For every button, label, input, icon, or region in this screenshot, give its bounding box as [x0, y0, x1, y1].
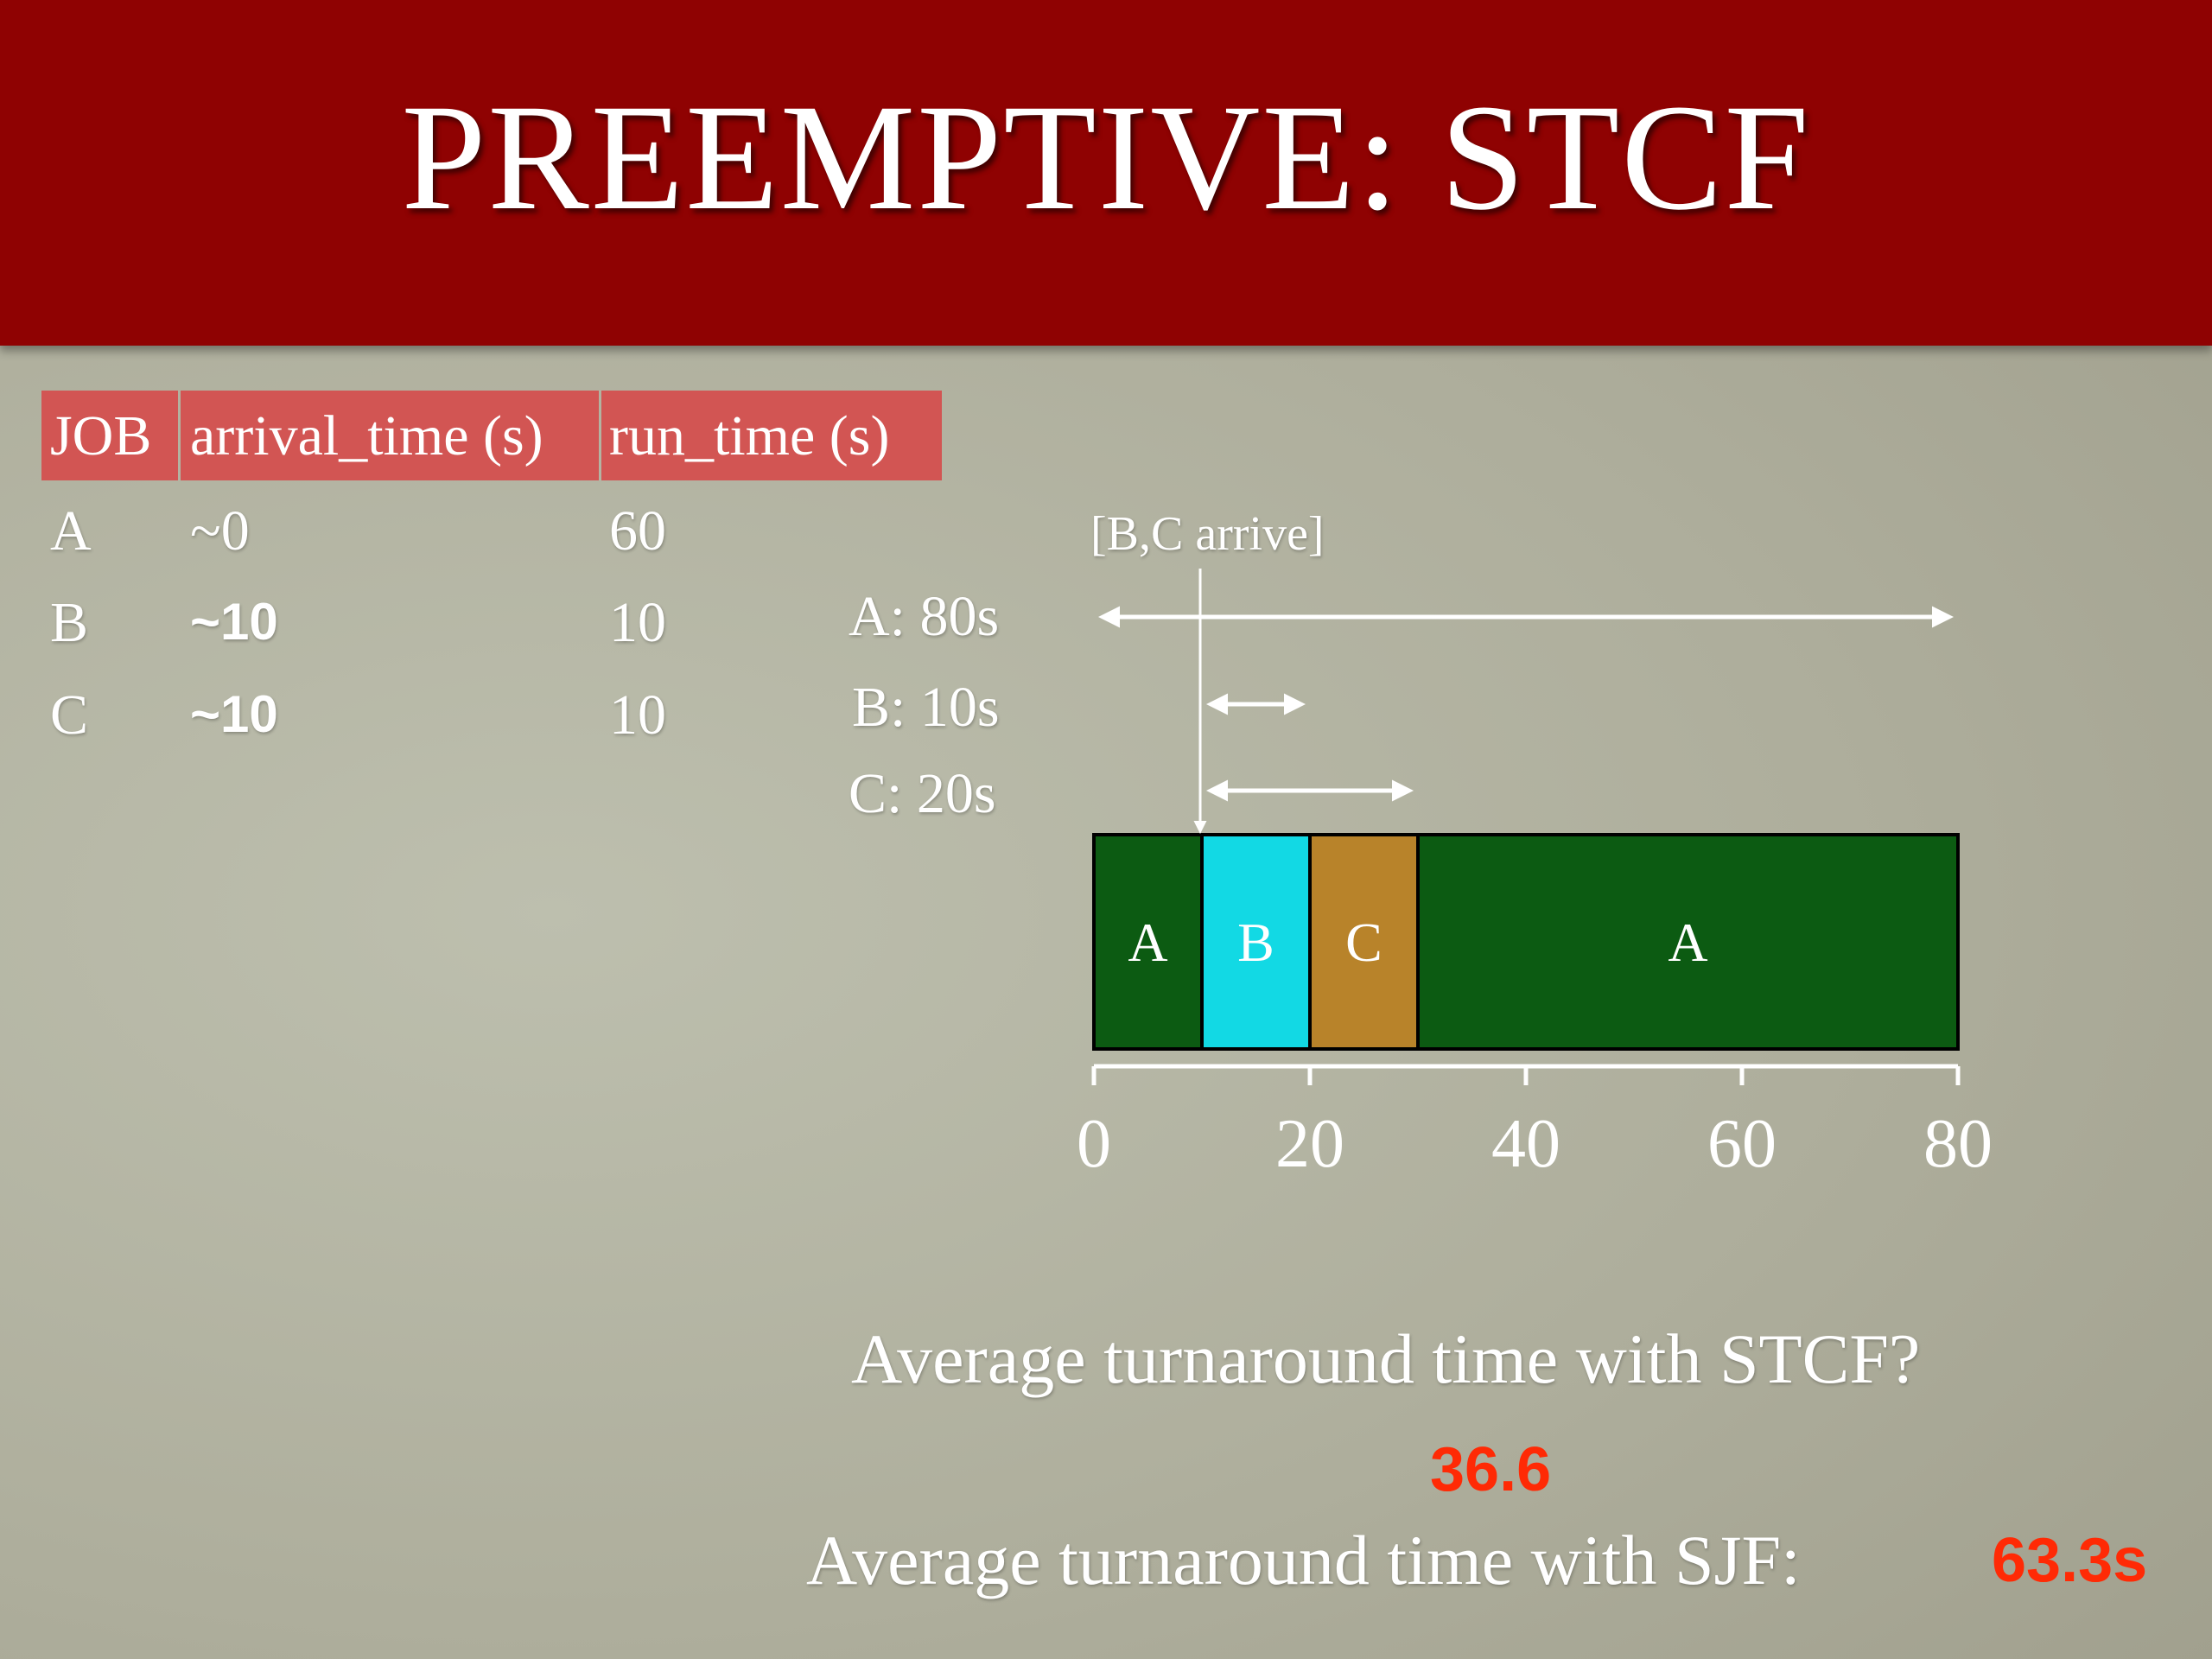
gantt-axis-tick-label-80: 80: [1923, 1106, 1993, 1182]
table-header-arrival-time: arrival_time (s): [190, 404, 543, 467]
gantt-segment-a-0: [1092, 833, 1204, 1051]
gantt-axis-tick-label-40: 40: [1491, 1106, 1560, 1182]
arrival-annotation: [B,C arrive]: [1090, 507, 1325, 561]
table-row-c-runtime: 10: [609, 683, 666, 747]
table-header-job: JOB: [50, 404, 152, 467]
gantt-segment-c-2: [1308, 833, 1420, 1051]
span-label-b: B: 10s: [852, 676, 1000, 739]
sjf-value: 63.3s: [1992, 1526, 2148, 1595]
table-row-b-runtime: 10: [609, 591, 666, 654]
table-header-cell-runtime: [601, 391, 942, 480]
table-header-cell-job: [41, 391, 178, 480]
stcf-question: Average turnaround time with STCF?: [851, 1319, 1921, 1398]
gantt-segment-label-0: A: [1128, 912, 1167, 973]
stcf-answer: 36.6: [1430, 1435, 1552, 1504]
gantt-segment-label-3: A: [1668, 912, 1707, 973]
gantt-axis-tick-label-0: 0: [1077, 1106, 1111, 1182]
table-header-run-time: run_time (s): [609, 404, 890, 467]
gantt-segment-b-1: [1200, 833, 1312, 1051]
span-label-c: C: 20s: [849, 762, 996, 825]
slide-title: PREEMPTIVE: STCF: [401, 73, 1811, 242]
table-header-cell-arrival: [181, 391, 599, 480]
title-bar: PREEMPTIVE: STCF: [0, 0, 2212, 346]
table-row-a-job: A: [50, 499, 92, 563]
table-row-a-runtime: 60: [609, 499, 666, 563]
gantt-axis-tick-label-60: 60: [1707, 1106, 1777, 1182]
table-row-a-arrival: ~0: [190, 499, 250, 563]
gantt-segment-a-3: [1416, 833, 1960, 1051]
gantt-segment-label-2: C: [1345, 912, 1382, 973]
span-label-a: A: 80s: [849, 585, 1000, 648]
gantt-axis-tick-label-20: 20: [1275, 1106, 1344, 1182]
table-row-b-arrival: ~10: [190, 593, 278, 651]
table-row-c-job: C: [50, 683, 89, 747]
sjf-text: Average turnaround time with SJF:: [806, 1521, 1801, 1599]
table-row-b-job: B: [50, 591, 89, 654]
table-row-c-arrival: ~10: [190, 685, 278, 743]
gantt-segment-label-1: B: [1237, 912, 1274, 973]
